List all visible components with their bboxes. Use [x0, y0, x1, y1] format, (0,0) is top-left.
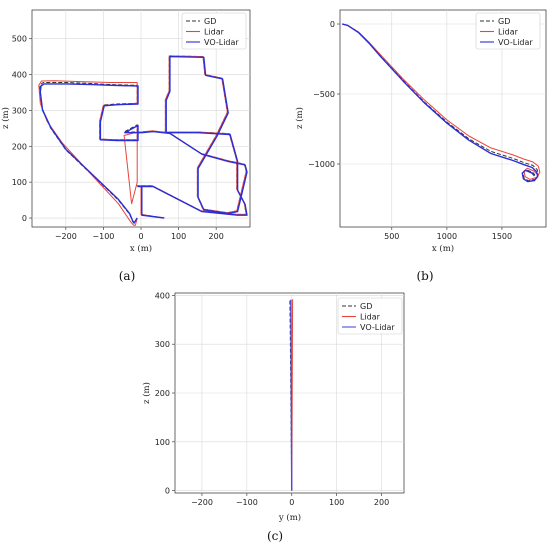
- x-tick-label: 500: [384, 232, 399, 241]
- x-tick-label: 200: [374, 498, 389, 507]
- legend-label: GD: [498, 17, 510, 26]
- x-tick-label: 1000: [437, 232, 457, 241]
- xlabel-a: x (m): [130, 243, 152, 254]
- legend-label: VO-Lidar: [498, 38, 533, 47]
- y-tick-label: 200: [12, 142, 27, 151]
- y-tick-label: 300: [155, 340, 170, 349]
- y-tick-label: 100: [155, 438, 170, 447]
- y-tick-label: 300: [12, 106, 27, 115]
- legend-box: [181, 12, 247, 50]
- grid-a: [32, 10, 250, 227]
- ticks-c: −200 −100 0 100 200 0 100 200 300 400: [155, 291, 389, 507]
- y-tick-label: 400: [12, 71, 27, 80]
- legend-label: VO-Lidar: [204, 38, 239, 47]
- trajectories-b: [342, 23, 541, 183]
- legend-label: VO-Lidar: [360, 323, 395, 332]
- trajectories-a: [38, 55, 248, 226]
- legend-label: Lidar: [360, 313, 381, 322]
- y-tick-label: 100: [12, 178, 27, 187]
- panel-a: −200 −100 0 100 200 0 100 200 300 400 500 x (m) z …: [0, 9, 251, 283]
- series-vo-lidar-line: [290, 299, 293, 491]
- x-tick-label: −200: [191, 498, 213, 507]
- x-tick-label: 100: [329, 498, 344, 507]
- legend-label: Lidar: [204, 28, 225, 37]
- series-lidar-line: [342, 23, 541, 180]
- legend-label: GD: [360, 302, 372, 311]
- x-tick-label: 1500: [492, 232, 512, 241]
- ticks-a: −200 −100 0 100 200 0 100 200 300 400 500: [12, 35, 224, 241]
- panel-c: −200 −100 0 100 200 0 100 200 300 400 y (m) z (m)…: [141, 291, 405, 543]
- xlabel-c: y (m): [278, 512, 301, 523]
- ylabel-b: z (m): [294, 107, 305, 129]
- y-tick-label: 500: [12, 35, 27, 44]
- y-tick-label: −1000: [308, 160, 335, 169]
- y-tick-label: −500: [313, 90, 335, 99]
- trajectories-c: [289, 299, 294, 491]
- x-tick-label: −100: [92, 232, 114, 241]
- x-tick-label: 0: [138, 232, 143, 241]
- ylabel-c: z (m): [141, 382, 152, 404]
- panel-label-c: (c): [267, 529, 283, 543]
- x-tick-label: −200: [55, 232, 77, 241]
- series-vo-lidar-line: [39, 55, 248, 224]
- x-tick-label: 0: [289, 498, 294, 507]
- ticks-b: 500 1000 1500 0 −500 −1000: [308, 20, 512, 241]
- legend-label: Lidar: [498, 28, 519, 37]
- y-tick-label: 0: [330, 20, 335, 29]
- legend-label: GD: [204, 17, 216, 26]
- xlabel-b: x (m): [432, 243, 454, 254]
- panel-label-a: (a): [119, 269, 136, 283]
- panel-label-b: (b): [416, 269, 433, 283]
- y-tick-label: 400: [155, 291, 170, 300]
- x-tick-label: 200: [209, 232, 224, 241]
- x-tick-label: −100: [236, 498, 258, 507]
- legend-box: [337, 297, 403, 335]
- series-vo-lidar-line: [342, 23, 539, 183]
- ylabel-a: z (m): [0, 107, 11, 129]
- panel-b: 500 1000 1500 0 −500 −1000 x (m) z (m) GD Lida…: [294, 9, 547, 283]
- y-tick-label: 0: [165, 487, 170, 496]
- y-tick-label: 200: [155, 389, 170, 398]
- x-tick-label: 100: [171, 232, 186, 241]
- y-tick-label: 0: [22, 214, 27, 223]
- legend-box: [475, 12, 541, 50]
